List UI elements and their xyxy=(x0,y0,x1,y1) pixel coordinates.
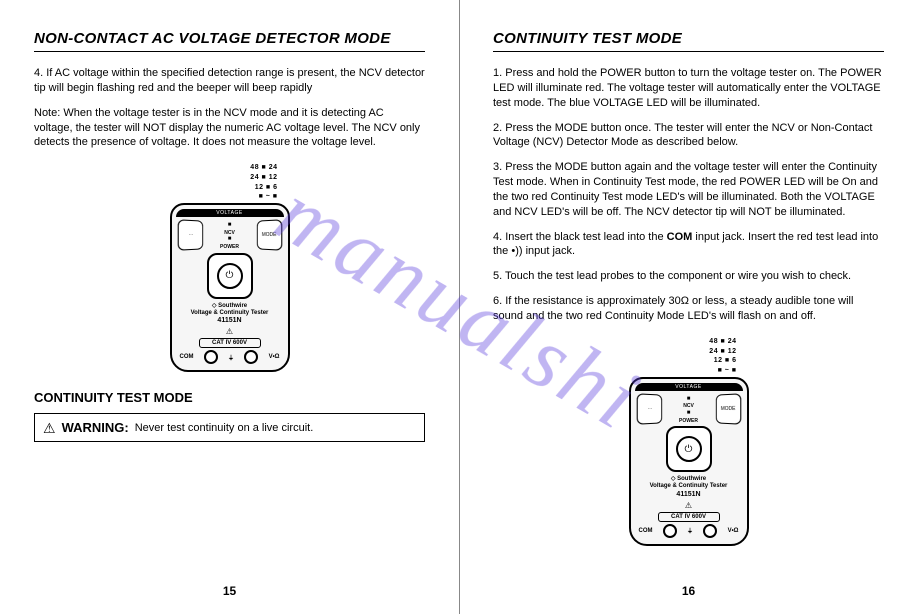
warning-triangle-icon: ⚠ xyxy=(635,501,743,510)
center-indicators: ■ NCV ■ POWER xyxy=(663,394,715,425)
warning-text: Never test continuity on a live circuit. xyxy=(135,422,314,434)
jack-hole-icon xyxy=(703,524,717,538)
device-illustration-left: 48 ■ 24 24 ■ 12 12 ■ 6 ■ ~ ■ ⋯ ■ NCV ■ P… xyxy=(34,164,425,372)
brand-block: ◇ Southwire Voltage & Continuity Tester … xyxy=(635,476,743,499)
left-page: NON-CONTACT AC VOLTAGE DETECTOR MODE 4. … xyxy=(0,0,459,614)
page-spread: NON-CONTACT AC VOLTAGE DETECTOR MODE 4. … xyxy=(0,0,918,614)
led-row-3: 12 ■ 6 xyxy=(160,184,300,192)
jack-hole-icon xyxy=(663,524,677,538)
device-illustration-right: 48 ■ 24 24 ■ 12 12 ■ 6 ■ ~ ■ ⋯ ■ NCV ■ P… xyxy=(493,338,884,546)
jack-hole-icon xyxy=(204,350,218,364)
right-page: CONTINUITY TEST MODE 1. Press and hold t… xyxy=(459,0,918,614)
left-body: 4. If AC voltage within the specified de… xyxy=(34,66,425,150)
voltage-band xyxy=(635,383,743,391)
right-para-5: 5. Touch the test lead probes to the com… xyxy=(493,269,884,284)
page-number-right: 16 xyxy=(459,584,918,598)
led-row-4: ■ ~ ■ xyxy=(160,193,300,201)
right-para-6: 6. If the resistance is approximately 30… xyxy=(493,294,884,324)
right-para-4: 4. Insert the black test lead into the C… xyxy=(493,230,884,260)
led-row-2: 24 ■ 12 xyxy=(160,174,300,182)
jack-row: COM ⏚ V•Ω xyxy=(635,524,743,538)
jack-hole-icon xyxy=(244,350,258,364)
right-para-2: 2. Press the MODE button once. The teste… xyxy=(493,121,884,151)
right-heading: CONTINUITY TEST MODE xyxy=(493,30,884,52)
center-indicators: ■ NCV ■ POWER xyxy=(204,220,256,251)
voltage-band xyxy=(176,209,284,217)
right-para-3: 3. Press the MODE button again and the v… xyxy=(493,160,884,219)
cat-rating: CAT IV 600V xyxy=(658,512,720,522)
warning-triangle-icon: ⚠ xyxy=(43,421,56,435)
led-row-4: ■ ~ ■ xyxy=(619,367,759,375)
mode-button-icon: MODE xyxy=(256,219,281,250)
left-button-icon: ⋯ xyxy=(177,219,202,250)
right-para-1: 1. Press and hold the POWER button to tu… xyxy=(493,66,884,111)
led-row-3: 12 ■ 6 xyxy=(619,357,759,365)
power-button-icon: ⏻ xyxy=(666,426,712,472)
tester-body: ⋯ ■ NCV ■ POWER MODE ⏻ ◇ Southwire xyxy=(629,377,749,546)
tester-body: ⋯ ■ NCV ■ POWER MODE ⏻ ◇ Southwire xyxy=(170,203,290,372)
left-subheading: CONTINUITY TEST MODE xyxy=(34,390,425,405)
left-button-icon: ⋯ xyxy=(636,393,661,424)
warning-label: WARNING: xyxy=(62,420,129,435)
led-row-2: 24 ■ 12 xyxy=(619,348,759,356)
led-row-1: 48 ■ 24 xyxy=(619,338,759,346)
left-para-1: 4. If AC voltage within the specified de… xyxy=(34,66,425,96)
power-button-icon: ⏻ xyxy=(207,253,253,299)
left-heading: NON-CONTACT AC VOLTAGE DETECTOR MODE xyxy=(34,30,425,52)
warning-triangle-icon: ⚠ xyxy=(176,327,284,336)
page-number-left: 15 xyxy=(0,584,459,598)
brand-block: ◇ Southwire Voltage & Continuity Tester … xyxy=(176,303,284,326)
right-body: 1. Press and hold the POWER button to tu… xyxy=(493,66,884,324)
cat-rating: CAT IV 600V xyxy=(199,338,261,348)
page-divider xyxy=(459,0,460,614)
led-row-1: 48 ■ 24 xyxy=(160,164,300,172)
warning-box: ⚠ WARNING: Never test continuity on a li… xyxy=(34,413,425,442)
jack-row: COM ⏚ V•Ω xyxy=(176,350,284,364)
mode-button-icon: MODE xyxy=(715,393,740,424)
left-para-2: Note: When the voltage tester is in the … xyxy=(34,106,425,151)
